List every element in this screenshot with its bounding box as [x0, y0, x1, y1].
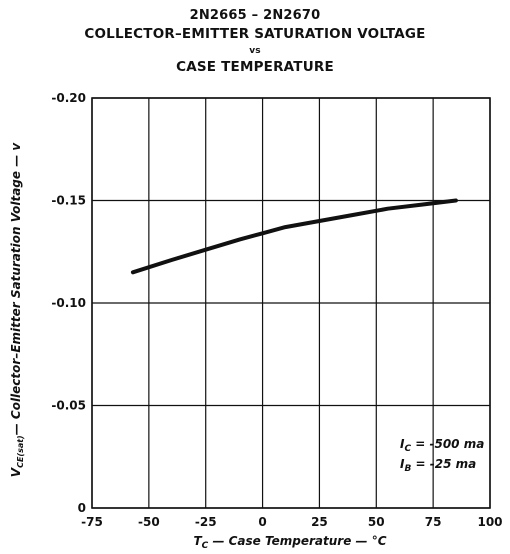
x-axis-label-rest: — Case Temperature — °C	[208, 534, 386, 548]
y-axis-label: VCE(sat)— Collector–Emitter Saturation V…	[9, 142, 25, 478]
anno-ic-sub: C	[404, 444, 411, 454]
anno-ib-I: I	[400, 457, 405, 471]
data-curve	[130, 198, 458, 275]
x-tick-label: 75	[425, 515, 442, 529]
x-tick-label: 50	[368, 515, 385, 529]
x-tick-labels: -75 -50 -25 0 25 50 75 100	[81, 515, 502, 529]
chart-vs-label: vs	[249, 46, 261, 56]
y-axis-label-rest: — Collector–Emitter Saturation Voltage —…	[9, 142, 23, 436]
x-tick-label: -50	[138, 515, 160, 529]
chart-subtitle: COLLECTOR–EMITTER SATURATION VOLTAGE	[84, 26, 426, 42]
anno-ic-rest: = -500 ma	[411, 437, 484, 451]
y-tick-label: -0.15	[51, 194, 86, 208]
x-axis-label: TC — Case Temperature — °C	[193, 534, 386, 551]
y-tick-label: -0.10	[51, 296, 86, 310]
anno-ib-sub: B	[404, 464, 411, 474]
chart-subtitle-2: CASE TEMPERATURE	[176, 59, 334, 75]
annotation-ic: IC = -500 ma	[400, 437, 484, 454]
x-tick-label: 0	[258, 515, 266, 529]
x-tick-label: 100	[477, 515, 502, 529]
series-line	[130, 198, 458, 275]
y-axis-label-sub: CE(sat)	[16, 435, 25, 468]
annotation-ib: IB = -25 ma	[400, 457, 476, 474]
x-tick-label: -25	[195, 515, 217, 529]
y-tick-label: -0.05	[51, 399, 86, 413]
x-axis-label-sub: C	[202, 541, 209, 551]
x-tick-label: -75	[81, 515, 103, 529]
chart-title: 2N2665 – 2N2670	[189, 8, 321, 23]
anno-ic-I: I	[400, 437, 405, 451]
y-axis-label-V: V	[9, 466, 23, 477]
y-tick-label: 0	[78, 501, 86, 515]
x-tick-label: 25	[311, 515, 328, 529]
y-axis-label-group: VCE(sat)— Collector–Emitter Saturation V…	[9, 142, 25, 478]
x-axis-label-T: T	[193, 534, 202, 548]
grid	[91, 97, 491, 509]
y-tick-label: -0.20	[51, 91, 86, 105]
anno-ib-rest: = -25 ma	[411, 457, 476, 471]
y-tick-labels: 0 -0.05 -0.10 -0.15 -0.20	[51, 91, 86, 515]
